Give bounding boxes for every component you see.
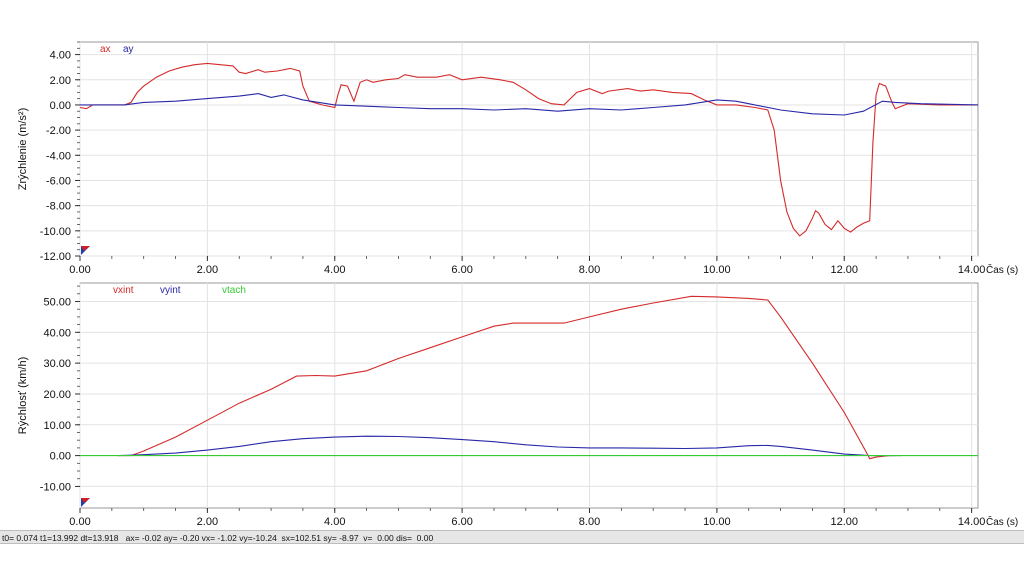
x-tick-label: 4.00: [324, 516, 345, 528]
y-tick-label: 0.00: [50, 451, 71, 463]
y-tick-label: -4.00: [46, 150, 71, 162]
legend-entry-vxint: vxint: [113, 285, 134, 296]
plot-frame: [79, 41, 979, 257]
x-tick-label: 10.00: [703, 264, 731, 276]
x-axis-label: Čas (s): [986, 263, 1018, 276]
series-line-ax: [80, 62, 978, 237]
x-tick-label: 8.00: [579, 264, 600, 276]
y-tick-label: 4.00: [50, 50, 71, 62]
legend-entry-ax: ax: [100, 44, 111, 55]
y-tick-label: -2.00: [46, 125, 71, 137]
x-tick-label: 0.00: [69, 516, 90, 528]
cursor-marker-top-icon: [81, 498, 90, 503]
x-tick-label: 14.00: [958, 516, 986, 528]
velocity-chart: 0.00 2.00 4.00 6.00 8.00 10.00 12.00 14.00 -10.0…: [17, 282, 1018, 528]
y-tick-label: -12.00: [40, 251, 71, 263]
charts-area: 0.00 2.00 4.00 6.00 8.00 10.00 12.00 14.00 -12.0…: [17, 41, 1018, 528]
x-tick-label: 12.00: [830, 516, 858, 528]
y-tick-label: 20.00: [43, 389, 71, 401]
plot-frame: [79, 282, 979, 509]
y-tick-label: 40.00: [43, 327, 71, 339]
y-tick-label: -8.00: [46, 201, 71, 213]
status-bar: t0= 0.074 t1=13.992 dt=13.918 ax= -0.02 …: [0, 530, 1024, 544]
x-axis-label: Čas (s): [986, 515, 1018, 528]
y-tick-label: 30.00: [43, 358, 71, 370]
y-tick-label: -6.00: [46, 175, 71, 187]
x-tick-label: 6.00: [451, 516, 472, 528]
x-tick-label: 0.00: [69, 264, 90, 276]
y-axis-label: Zrýchlenie (m/s²): [17, 108, 29, 191]
x-tick-label: 2.00: [197, 264, 218, 276]
x-tick-label: 8.00: [579, 516, 600, 528]
cursor-marker-top-icon: [81, 246, 90, 251]
x-tick-label: 10.00: [703, 516, 731, 528]
series-line-ay: [80, 93, 978, 116]
x-tick-label: 4.00: [324, 264, 345, 276]
y-tick-label: 10.00: [43, 420, 71, 432]
x-tick-label: 6.00: [451, 264, 472, 276]
x-tick-label: 2.00: [197, 516, 218, 528]
y-tick-label: -10.00: [40, 226, 71, 238]
y-tick-label: 0.00: [50, 100, 71, 112]
acceleration-chart: 0.00 2.00 4.00 6.00 8.00 10.00 12.00 14.00 -12.0…: [17, 41, 1018, 276]
y-tick-label: -10.00: [40, 481, 71, 493]
legend-entry-ay: ay: [123, 44, 134, 55]
x-tick-label: 14.00: [958, 264, 986, 276]
y-tick-label: 2.00: [50, 75, 71, 87]
legend-entry-vyint: vyint: [160, 285, 181, 296]
x-tick-label: 12.00: [830, 264, 858, 276]
y-axis-label: Rýchlosť (km/h): [17, 357, 29, 434]
series-line-vyint: [118, 435, 896, 457]
series-line-vxint: [118, 295, 902, 460]
legend-entry-vtach: vtach: [222, 285, 246, 296]
y-tick-label: 50.00: [43, 296, 71, 308]
